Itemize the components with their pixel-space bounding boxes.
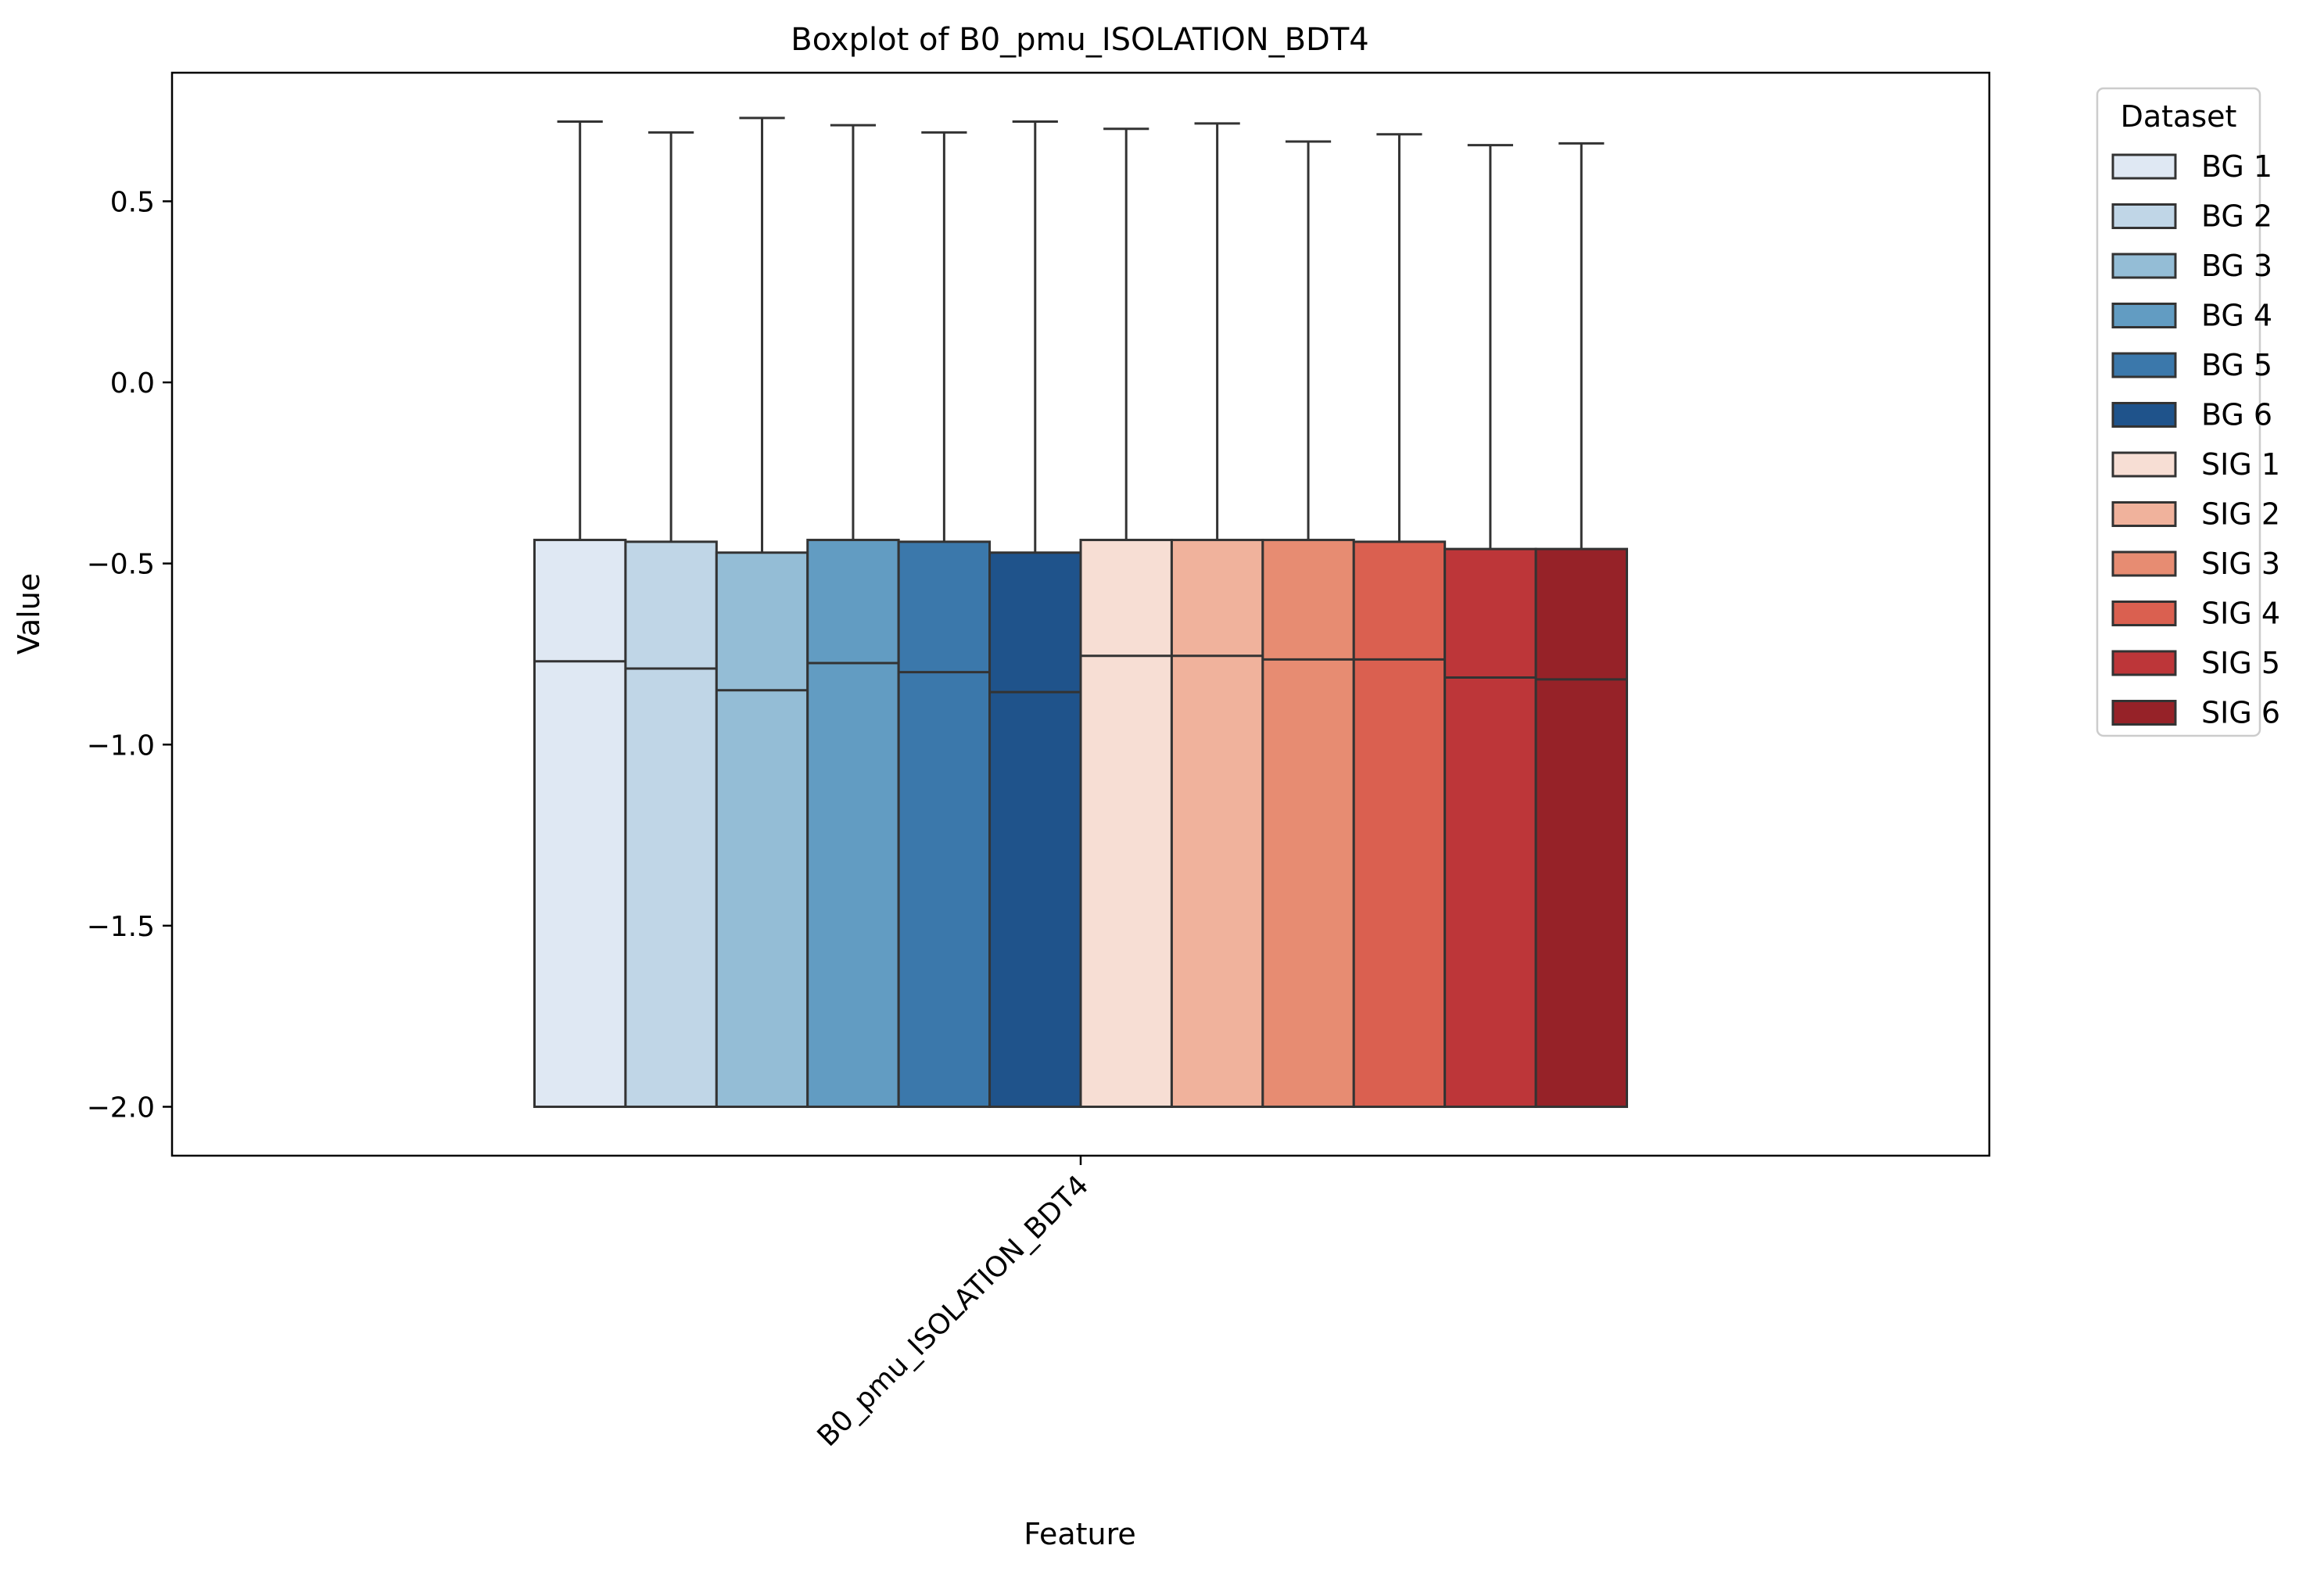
box-sig-5 — [1444, 144, 1537, 1108]
box-sig-3 — [1261, 140, 1355, 1108]
legend-swatch — [2111, 153, 2177, 180]
boxes-layer — [533, 117, 1629, 1108]
y-tick-label: −1.0 — [87, 730, 155, 762]
legend-swatch — [2111, 451, 2177, 478]
legend-swatch — [2111, 700, 2177, 726]
legend-label: SIG 5 — [2201, 646, 2280, 680]
legend-swatch — [2111, 501, 2177, 527]
legend-swatch — [2111, 650, 2177, 676]
box-bg-6 — [988, 120, 1082, 1108]
legend-swatch — [2111, 203, 2177, 229]
legend-label: BG 2 — [2201, 199, 2272, 234]
legend-label: SIG 6 — [2201, 696, 2280, 730]
legend-item: SIG 4 — [2111, 597, 2280, 631]
legend-item: SIG 3 — [2111, 547, 2280, 581]
legend-item: BG 3 — [2111, 249, 2272, 283]
legend-swatch — [2111, 550, 2177, 577]
box-sig-6 — [1534, 142, 1629, 1108]
legend-item: SIG 1 — [2111, 447, 2280, 482]
box-body — [1352, 540, 1447, 1108]
legend-swatch — [2111, 303, 2177, 328]
legend-item: SIG 2 — [2111, 497, 2280, 532]
x-tick-label: B0_pmu_ISOLATION_BDT4 — [812, 1169, 1096, 1453]
chart-title: Boxplot of B0_pmu_ISOLATION_BDT4 — [791, 22, 1369, 58]
box-body — [988, 551, 1082, 1108]
legend-swatch — [2111, 601, 2177, 626]
legend-label: BG 6 — [2201, 398, 2272, 432]
legend-label: SIG 4 — [2201, 597, 2280, 631]
box-sig-2 — [1170, 122, 1264, 1108]
y-tick-label: −1.5 — [87, 911, 155, 943]
legend-item: BG 5 — [2111, 348, 2272, 382]
box-sig-4 — [1352, 133, 1447, 1108]
box-body — [1261, 539, 1355, 1108]
box-body — [624, 540, 718, 1108]
y-tick-label: 0.5 — [110, 186, 155, 218]
legend-item: BG 1 — [2111, 149, 2272, 184]
box-body — [1170, 539, 1264, 1108]
legend-swatch — [2111, 253, 2177, 279]
legend-item: SIG 5 — [2111, 646, 2280, 680]
box-body — [806, 539, 900, 1108]
box-body — [1534, 547, 1629, 1108]
y-tick-label: 0.0 — [110, 368, 155, 400]
box-body — [1079, 539, 1173, 1108]
legend-swatch — [2111, 402, 2177, 428]
box-body — [715, 551, 809, 1108]
y-tick-label: −0.5 — [87, 549, 155, 581]
box-bg-2 — [624, 131, 718, 1108]
box-body — [897, 540, 992, 1108]
legend-item: BG 4 — [2111, 299, 2272, 333]
x-axis-label: Feature — [1024, 1517, 1136, 1551]
legend-label: SIG 2 — [2201, 497, 2280, 532]
legend-label: SIG 3 — [2201, 547, 2280, 581]
x-ticks-layer: B0_pmu_ISOLATION_BDT4 — [812, 1156, 1096, 1453]
box-sig-1 — [1079, 127, 1173, 1108]
legend-swatch — [2111, 352, 2177, 378]
legend-label: SIG 1 — [2201, 447, 2280, 482]
legend-label: BG 5 — [2201, 348, 2272, 382]
box-bg-5 — [897, 131, 992, 1108]
y-tick-label: −2.0 — [87, 1092, 155, 1124]
box-bg-3 — [715, 117, 809, 1108]
legend[interactable]: Dataset BG 1 BG 2 BG 3 BG 4 BG 5 BG 6 SIG 1 SIG… — [2096, 87, 2280, 737]
y-ticks-layer: 0.5 0.0 −0.5 −1.0 −1.5 −2.0 — [87, 186, 172, 1124]
legend-label: BG 1 — [2201, 149, 2272, 184]
legend-items: BG 1 BG 2 BG 3 BG 4 BG 5 BG 6 SIG 1 SIG 2 SIG 3 S… — [2111, 149, 2280, 730]
legend-item: SIG 6 — [2111, 696, 2280, 730]
box-bg-4 — [806, 124, 900, 1108]
legend-item: BG 6 — [2111, 398, 2272, 432]
box-body — [533, 539, 627, 1108]
box-body — [1444, 547, 1537, 1108]
legend-title: Dataset — [2121, 99, 2237, 134]
y-axis-label: Value — [12, 573, 46, 654]
box-bg-1 — [533, 120, 627, 1108]
legend-item: BG 2 — [2111, 199, 2272, 234]
plot-frame — [170, 71, 1991, 1157]
legend-label: BG 4 — [2201, 299, 2272, 333]
legend-label: BG 3 — [2201, 249, 2272, 283]
